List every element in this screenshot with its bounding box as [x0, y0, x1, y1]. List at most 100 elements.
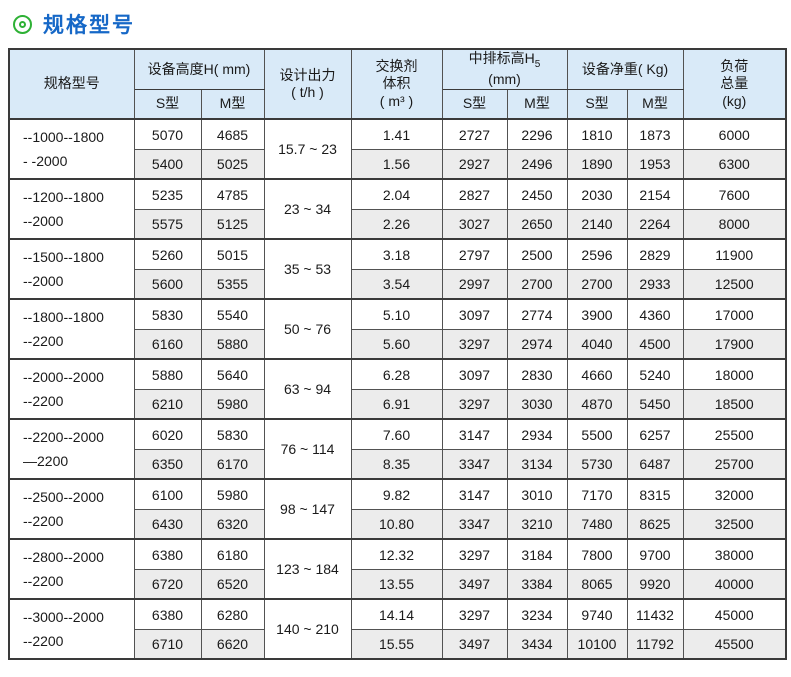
cell-weight-s: 5730	[566, 448, 628, 480]
model-line2: --2200	[23, 573, 64, 590]
cell-weight-m: 4360	[626, 298, 684, 330]
cell-weight-m: 9700	[626, 538, 684, 570]
cell-weight-s: 4040	[566, 328, 628, 360]
cell-output: 63 ~ 94	[263, 358, 352, 420]
cell-mid-m: 2296	[506, 118, 568, 150]
cell-mid-s: 3297	[441, 538, 508, 570]
cell-load: 45500	[682, 628, 787, 660]
model-line2: - -2000	[23, 153, 68, 170]
model-line2: --2200	[23, 513, 64, 530]
cell-mid-m: 2934	[506, 418, 568, 450]
cell-load: 32500	[682, 508, 787, 540]
cell-height-m: 6520	[200, 568, 265, 600]
header-total-load-line1: 负荷	[720, 57, 749, 74]
cell-volume: 14.14	[350, 598, 443, 630]
table-row: --2800--2000 --2200 6380 6180 123 ~ 184 1…	[8, 538, 787, 600]
table-row: 6160 5880 5.60 3297 2974 4040 4500 17900	[9, 328, 787, 360]
cell-mid-s: 3497	[441, 628, 508, 660]
cell-mid-m: 3030	[506, 388, 568, 420]
cell-volume: 9.82	[350, 478, 443, 510]
cell-weight-m: 6487	[626, 448, 684, 480]
cell-volume: 6.91	[350, 388, 443, 420]
model-line1: --2500--2000	[23, 488, 104, 505]
header-mid-m-type: M型	[506, 88, 568, 120]
cell-mid-m: 3384	[506, 568, 568, 600]
table-row: --2000--2000 --2200 5880 5640 63 ~ 94 6.2…	[8, 358, 787, 420]
cell-height-s: 6720	[133, 568, 202, 600]
cell-height-m: 5015	[200, 238, 265, 270]
cell-height-s: 6020	[133, 418, 202, 450]
cell-load: 11900	[682, 238, 787, 270]
cell-mid-m: 2650	[506, 208, 568, 240]
cell-mid-s: 3147	[441, 418, 508, 450]
cell-load: 17000	[682, 298, 787, 330]
cell-weight-s: 1890	[566, 148, 628, 180]
cell-weight-m: 2154	[626, 178, 684, 210]
header-model: 规格型号	[8, 48, 135, 120]
page-title-row: 规格型号	[0, 0, 791, 48]
cell-load: 17900	[682, 328, 787, 360]
cell-load: 38000	[682, 538, 787, 570]
header-weight-m-type: M型	[626, 88, 684, 120]
model-line2: --2000	[23, 213, 64, 230]
cell-weight-s: 4660	[566, 358, 628, 390]
page-title: 规格型号	[43, 14, 135, 37]
cell-load: 45000	[682, 598, 787, 630]
model-cell: --2000--2000 --2200	[8, 358, 135, 420]
cell-weight-s: 4870	[566, 388, 628, 420]
cell-mid-s: 3347	[441, 448, 508, 480]
cell-mid-s: 2927	[441, 148, 508, 180]
header-design-output-line2: ( t/h )	[291, 84, 324, 101]
model-cell: --3000--2000 --2200	[8, 598, 135, 660]
cell-mid-m: 3134	[506, 448, 568, 480]
cell-height-s: 6430	[133, 508, 202, 540]
cell-mid-s: 3347	[441, 508, 508, 540]
cell-height-m: 5980	[200, 388, 265, 420]
cell-height-m: 5025	[200, 148, 265, 180]
cell-height-s: 5830	[133, 298, 202, 330]
cell-mid-s: 2727	[441, 118, 508, 150]
cell-mid-m: 2500	[506, 238, 568, 270]
cell-volume: 13.55	[350, 568, 443, 600]
cell-weight-s: 9740	[566, 598, 628, 630]
cell-mid-s: 2827	[441, 178, 508, 210]
cell-mid-m: 2774	[506, 298, 568, 330]
cell-weight-s: 5500	[566, 418, 628, 450]
cell-weight-m: 8315	[626, 478, 684, 510]
header-exchanger-volume-line1: 交换剂	[375, 57, 418, 74]
cell-volume: 6.28	[350, 358, 443, 390]
cell-load: 7600	[682, 178, 787, 210]
table-row: --1800--1800 --2200 5830 5540 50 ~ 76 5.1…	[8, 298, 787, 360]
cell-volume: 3.54	[350, 268, 443, 300]
header-equipment-height: 设备高度H( mm)	[133, 48, 265, 90]
cell-weight-m: 6257	[626, 418, 684, 450]
cell-weight-m: 5450	[626, 388, 684, 420]
model-line2: —2200	[23, 453, 69, 470]
cell-output: 140 ~ 210	[263, 598, 352, 660]
cell-height-s: 6350	[133, 448, 202, 480]
model-cell: --1000--1800 - -2000	[8, 118, 135, 180]
cell-height-m: 6180	[200, 538, 265, 570]
cell-mid-m: 2974	[506, 328, 568, 360]
model-line2: --2200	[23, 633, 64, 650]
cell-load: 6000	[682, 118, 787, 150]
model-line2: --2200	[23, 333, 64, 350]
cell-mid-s: 3097	[441, 298, 508, 330]
model-cell: --1800--1800 --2200	[8, 298, 135, 360]
model-line1: --3000--2000	[23, 608, 104, 625]
cell-height-m: 5125	[200, 208, 265, 240]
cell-weight-m: 2264	[626, 208, 684, 240]
cell-output: 35 ~ 53	[263, 238, 352, 300]
header-total-load: 负荷 总量 (kg)	[682, 48, 787, 120]
cell-mid-m: 3184	[506, 538, 568, 570]
cell-height-s: 5260	[133, 238, 202, 270]
cell-weight-s: 2140	[566, 208, 628, 240]
cell-volume: 1.41	[350, 118, 443, 150]
cell-height-m: 6280	[200, 598, 265, 630]
model-line1: --2200--2000	[23, 428, 104, 445]
cell-mid-m: 2496	[506, 148, 568, 180]
cell-height-m: 5540	[200, 298, 265, 330]
model-cell: --2800--2000 --2200	[8, 538, 135, 600]
header-exchanger-volume-line3: ( m³ )	[379, 92, 414, 109]
model-cell: --1500--1800 --2000	[8, 238, 135, 300]
